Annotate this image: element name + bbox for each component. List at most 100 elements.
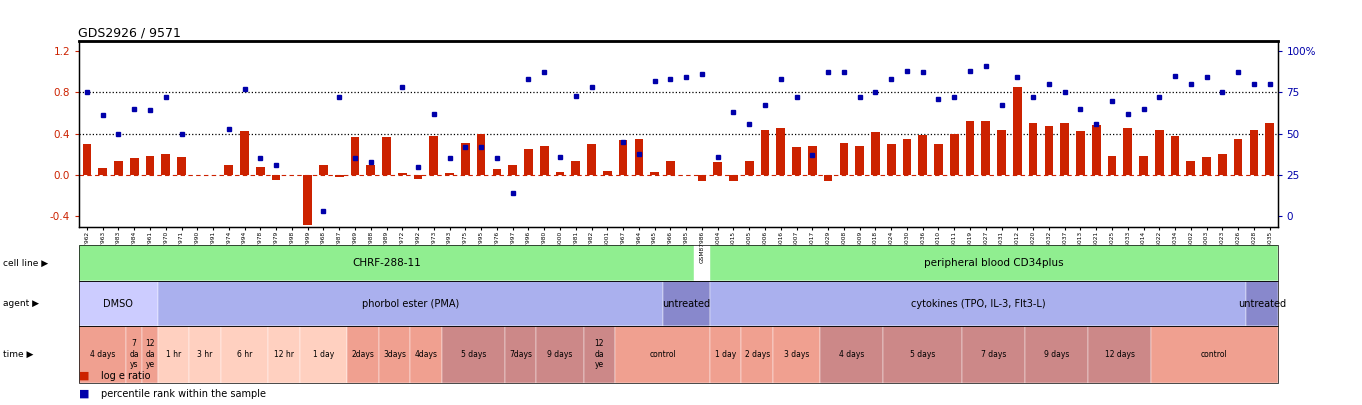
Text: 5 days: 5 days [460, 350, 486, 359]
Bar [445, 173, 454, 175]
Bar [1234, 139, 1242, 175]
Text: GDS2926 / 9571: GDS2926 / 9571 [78, 26, 181, 39]
Text: log e ratio: log e ratio [101, 371, 150, 381]
Text: 4 days: 4 days [839, 350, 865, 359]
Bar [855, 146, 864, 175]
Bar [793, 147, 801, 175]
Bar [398, 173, 407, 175]
Bar [429, 136, 439, 175]
Text: phorbol ester (PMA): phorbol ester (PMA) [361, 299, 459, 309]
Bar [1092, 126, 1100, 175]
Text: CHRF-288-11: CHRF-288-11 [353, 258, 421, 268]
Text: 4 days: 4 days [90, 350, 116, 359]
Bar [966, 121, 974, 175]
Text: untreated: untreated [1238, 299, 1286, 309]
Bar [1045, 126, 1053, 175]
Text: 1 day: 1 day [715, 350, 737, 359]
Text: time ▶: time ▶ [3, 350, 33, 359]
Text: 12
da
ye: 12 da ye [595, 339, 605, 369]
Bar [114, 160, 123, 175]
Bar [83, 144, 91, 175]
Bar [572, 160, 580, 175]
Bar [161, 154, 170, 175]
Bar [477, 134, 485, 175]
Bar [887, 144, 895, 175]
Text: DMSO: DMSO [104, 299, 133, 309]
Bar [146, 156, 154, 175]
Bar [493, 169, 501, 175]
Text: control: control [1201, 350, 1229, 359]
Text: control: control [650, 350, 676, 359]
Text: 12 hr: 12 hr [274, 350, 294, 359]
Text: agent ▶: agent ▶ [3, 299, 38, 308]
Text: peripheral blood CD34plus: peripheral blood CD34plus [923, 258, 1064, 268]
Bar [414, 175, 422, 179]
Bar [304, 175, 312, 225]
Bar [1249, 130, 1258, 175]
Bar [319, 165, 328, 175]
Bar [240, 130, 249, 175]
Bar [556, 172, 564, 175]
Bar [934, 144, 943, 175]
Text: 7
da
ys: 7 da ys [129, 339, 139, 369]
Bar [745, 160, 753, 175]
Bar [635, 139, 643, 175]
Bar [729, 175, 738, 181]
Text: 3days: 3days [383, 350, 406, 359]
Text: 4days: 4days [414, 350, 437, 359]
Text: 3 days: 3 days [785, 350, 809, 359]
Bar [587, 144, 595, 175]
Bar [1124, 128, 1132, 175]
Bar [982, 121, 990, 175]
Text: 1 hr: 1 hr [166, 350, 181, 359]
Bar [383, 137, 391, 175]
Text: 7 days: 7 days [981, 350, 1007, 359]
Text: cell line ▶: cell line ▶ [3, 259, 48, 268]
Text: cytokines (TPO, IL-3, Flt3-L): cytokines (TPO, IL-3, Flt3-L) [911, 299, 1045, 309]
Bar [1107, 156, 1117, 175]
Bar [350, 137, 360, 175]
Bar [714, 162, 722, 175]
Text: ■: ■ [79, 371, 90, 381]
Text: 5 days: 5 days [910, 350, 936, 359]
Bar [697, 175, 707, 181]
Bar [256, 167, 264, 175]
Bar [129, 158, 139, 175]
Bar [1060, 123, 1069, 175]
Text: 9 days: 9 days [1045, 350, 1069, 359]
Bar [539, 146, 549, 175]
Bar [272, 175, 281, 180]
Bar [650, 172, 659, 175]
Bar [1076, 130, 1084, 175]
Bar [824, 175, 832, 181]
Text: 1 day: 1 day [313, 350, 334, 359]
Bar [366, 165, 375, 175]
Bar [335, 175, 343, 177]
Bar [1203, 158, 1211, 175]
Bar [177, 158, 185, 175]
Bar [618, 140, 628, 175]
Bar [225, 165, 233, 175]
Text: 2days: 2days [351, 350, 375, 359]
Bar [666, 160, 674, 175]
Text: percentile rank within the sample: percentile rank within the sample [101, 389, 266, 399]
Bar [1139, 156, 1148, 175]
Bar [872, 132, 880, 175]
Bar [1218, 154, 1227, 175]
Bar [603, 171, 612, 175]
Text: ■: ■ [79, 389, 90, 399]
Bar [98, 168, 108, 175]
Text: untreated: untreated [662, 299, 710, 309]
Text: 6 hr: 6 hr [237, 350, 252, 359]
Text: 9 days: 9 days [548, 350, 572, 359]
Text: 12
da
ye: 12 da ye [146, 339, 155, 369]
Bar [776, 128, 785, 175]
Text: 12 days: 12 days [1105, 350, 1135, 359]
Text: 3 hr: 3 hr [197, 350, 212, 359]
Bar [1013, 87, 1022, 175]
Text: 7days: 7days [509, 350, 533, 359]
Bar [1028, 123, 1038, 175]
Bar [460, 143, 470, 175]
Bar [1171, 136, 1179, 175]
Bar [949, 134, 959, 175]
